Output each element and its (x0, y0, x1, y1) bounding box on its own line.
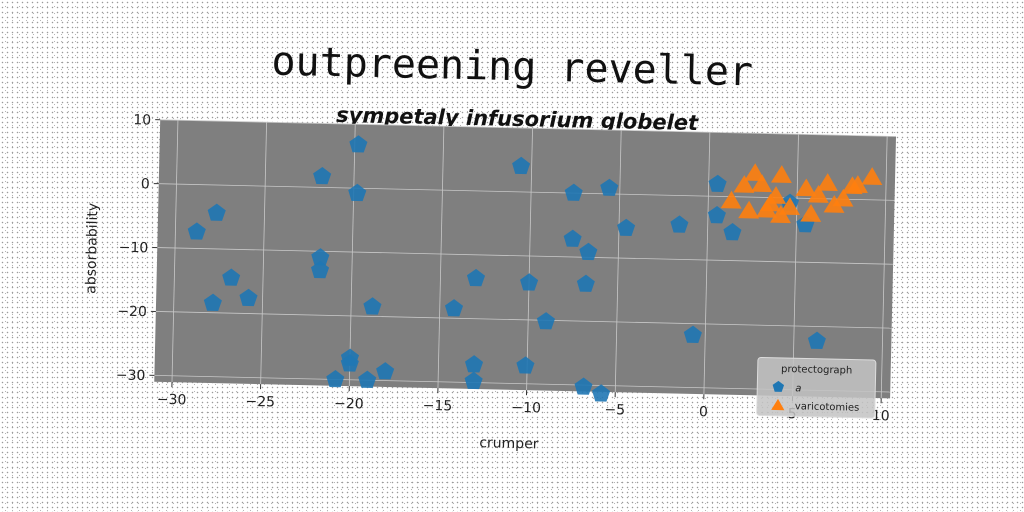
data-point-a (707, 206, 726, 224)
data-point-a (363, 297, 382, 315)
data-point-a (222, 268, 241, 286)
x-tick-label: −15 (423, 398, 453, 415)
y-tick-label: 0 (141, 176, 150, 192)
data-point-varicotomies (807, 185, 829, 203)
data-point-varicotomies (720, 190, 742, 209)
data-point-a (617, 218, 636, 237)
data-point-a (466, 268, 486, 287)
data-point-a (376, 362, 395, 380)
plot-background (154, 119, 897, 399)
grid-line-x (614, 130, 622, 393)
y-axis-label: absorbability (83, 203, 101, 294)
legend-title: protectograph (781, 364, 852, 377)
y-tick-label: −30 (116, 367, 146, 384)
data-point-varicotomies (759, 193, 781, 212)
data-point-a (670, 215, 689, 233)
data-point-a (326, 369, 345, 388)
data-point-a (520, 273, 539, 291)
legend-marker-varicotomies (771, 398, 785, 411)
y-tick-label: 10 (133, 112, 151, 128)
x-tick-label: −30 (157, 392, 187, 409)
data-point-varicotomies (744, 163, 766, 182)
data-point-a (708, 174, 727, 192)
data-point-a (239, 288, 258, 307)
data-point-a (310, 260, 330, 279)
grid-line-x (526, 128, 533, 391)
data-point-a (683, 325, 702, 343)
data-points (187, 135, 883, 402)
data-point-varicotomies (779, 197, 801, 216)
grid-line-x (260, 122, 267, 385)
grid-line-y (157, 247, 894, 265)
data-point-varicotomies (800, 204, 822, 222)
data-point-a (348, 183, 367, 202)
data-point-a (464, 371, 483, 390)
data-point-varicotomies (770, 165, 792, 183)
data-point-varicotomies (832, 188, 854, 207)
data-point-a (349, 135, 368, 153)
data-point-a (564, 183, 583, 201)
grid-line-x (348, 124, 356, 387)
data-point-varicotomies (861, 167, 883, 185)
data-point-varicotomies (816, 173, 838, 191)
data-point-varicotomies (847, 175, 868, 193)
data-point-varicotomies (733, 175, 755, 193)
grid-line-x (437, 126, 445, 389)
legend-label-varicotomies: varicotomies (795, 401, 860, 413)
grid-line-y (160, 119, 897, 137)
data-point-varicotomies (738, 200, 760, 219)
x-tick-label: −20 (334, 396, 364, 413)
x-tick-label: 0 (699, 404, 708, 420)
x-tick-label: −25 (245, 394, 275, 411)
data-point-a (311, 248, 330, 266)
data-point-a (313, 166, 332, 185)
data-point-a (723, 223, 742, 241)
data-point-a (358, 370, 377, 388)
data-point-a (464, 355, 484, 373)
data-point-a (563, 229, 582, 247)
data-point-a (340, 354, 359, 372)
data-point-a (807, 331, 826, 349)
data-point-a (187, 222, 206, 240)
grid-line-x (880, 136, 888, 399)
data-point-a (536, 312, 555, 330)
data-point-a (512, 156, 531, 175)
data-point-varicotomies (795, 178, 817, 197)
data-point-a (600, 178, 619, 196)
x-tick-label: −10 (511, 400, 541, 417)
data-point-a (203, 293, 222, 311)
y-tick-label: −20 (117, 304, 147, 321)
x-tick-label: 10 (872, 408, 890, 424)
data-point-a (576, 274, 595, 292)
grid-line-x (171, 120, 179, 383)
data-point-a (516, 356, 535, 374)
data-point-varicotomies (751, 174, 773, 193)
data-point-varicotomies (770, 205, 791, 224)
figure-title: outpreening reveller (271, 39, 754, 96)
legend-box (756, 356, 877, 419)
legend-label-a: a (795, 383, 801, 394)
data-point-a (444, 299, 464, 317)
legend: protectograph a varicotomies (756, 356, 877, 419)
grid-line-x (792, 134, 799, 397)
x-axis-label: crumper (479, 435, 539, 452)
data-point-a (207, 203, 226, 221)
grid-line-x (703, 132, 711, 395)
data-point-a (579, 242, 598, 261)
data-point-a (592, 384, 611, 402)
y-tick-label: −10 (119, 240, 149, 257)
legend-marker-a (772, 380, 785, 392)
data-point-a (574, 377, 593, 395)
x-tick-label: −5 (604, 402, 625, 418)
grid-line-y (155, 311, 892, 329)
